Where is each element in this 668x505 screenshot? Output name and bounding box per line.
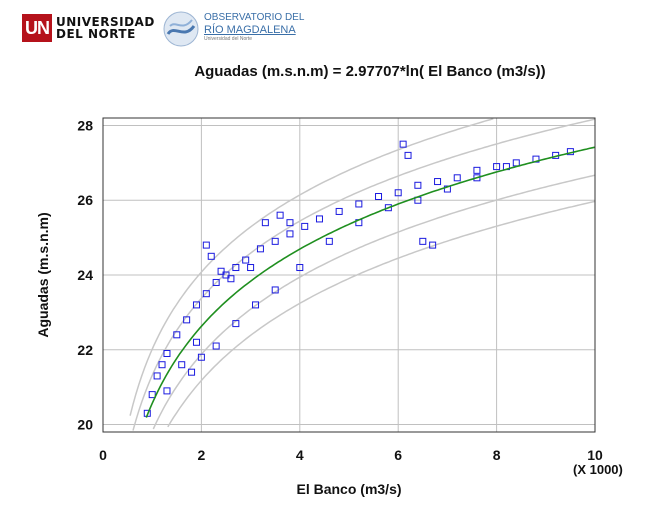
data-point	[148, 391, 156, 399]
data-point	[173, 331, 181, 339]
data-point	[192, 301, 200, 309]
plot-frame	[102, 117, 596, 433]
data-point	[232, 264, 240, 272]
header-logos: UN UNIVERSIDAD DEL NORTE OBSERVATORIO DE…	[22, 10, 342, 50]
data-point	[394, 189, 402, 197]
x-tick-label: 0	[99, 447, 107, 463]
x-multiplier-label: (X 1000)	[573, 462, 623, 477]
data-point	[493, 163, 501, 171]
y-tick-label: 20	[77, 417, 93, 433]
y-tick-label: 26	[77, 192, 93, 208]
university-name: UNIVERSIDAD DEL NORTE	[56, 16, 155, 40]
prediction-band	[152, 174, 596, 430]
observatory-line2: RÍO MAGDALENA	[204, 24, 296, 36]
data-point	[217, 267, 225, 275]
y-tick-label: 28	[77, 117, 93, 133]
data-point	[414, 181, 422, 189]
data-point	[276, 211, 284, 219]
data-point	[296, 264, 304, 272]
data-point	[325, 237, 333, 245]
data-point	[261, 219, 269, 227]
data-point	[256, 245, 264, 253]
y-tick-label: 22	[77, 342, 93, 358]
data-point	[232, 320, 240, 328]
prediction-band	[132, 118, 596, 431]
data-point	[473, 166, 481, 174]
data-point	[153, 372, 161, 380]
fit-curve	[145, 146, 596, 418]
data-point	[212, 278, 220, 286]
data-point	[202, 241, 210, 249]
data-point	[163, 387, 171, 395]
fit-line	[145, 146, 596, 418]
x-axis-label: El Banco (m3/s)	[296, 481, 401, 497]
data-point	[419, 237, 427, 245]
data-point	[375, 193, 383, 200]
data-point	[222, 271, 230, 279]
data-point	[247, 264, 255, 272]
data-point	[335, 207, 343, 215]
un-mark: UN	[25, 17, 50, 38]
university-line1: UNIVERSIDAD	[56, 15, 155, 29]
data-point	[434, 178, 442, 186]
data-point	[178, 361, 186, 369]
data-point	[429, 241, 437, 249]
x-tick-label: 2	[198, 447, 206, 463]
observatory-line1: OBSERVATORIO DEL	[204, 12, 305, 23]
data-point	[202, 290, 210, 298]
observatory-emblem-icon	[163, 11, 199, 47]
observatory-name: OBSERVATORIO DEL RÍO MAGDALENA Universid…	[204, 12, 304, 43]
data-points	[143, 140, 574, 417]
data-point	[286, 219, 294, 227]
data-point	[197, 353, 205, 361]
y-axis-label: Aguadas (m.s.n.m)	[35, 212, 51, 337]
data-point	[512, 159, 520, 167]
data-point	[227, 275, 235, 283]
x-tick-label: 8	[493, 447, 501, 463]
chart-title: Aguadas (m.s.n.m) = 2.97707*ln( El Banco…	[194, 63, 546, 80]
data-point	[158, 361, 166, 369]
data-point	[384, 204, 392, 212]
prediction-bands	[129, 117, 596, 431]
data-point	[443, 185, 451, 193]
prediction-band	[167, 200, 596, 428]
x-axis-ticks: 0 2 4 6 8 10	[99, 447, 603, 463]
data-point	[355, 200, 363, 208]
y-axis-ticks: 20 22 24 26 28	[77, 117, 93, 432]
x-tick-label: 6	[394, 447, 402, 463]
data-point	[242, 256, 250, 264]
data-point	[286, 230, 294, 238]
prediction-band	[129, 117, 494, 416]
university-line2: DEL NORTE	[56, 27, 136, 41]
data-point	[183, 316, 191, 324]
data-point	[404, 151, 412, 159]
x-tick-label: 10	[587, 447, 603, 463]
data-point	[188, 368, 196, 376]
observatory-line3: Universidad del Norte	[204, 36, 253, 42]
data-point	[453, 174, 461, 182]
data-point	[163, 350, 171, 357]
data-point	[399, 140, 407, 148]
data-point	[207, 252, 215, 260]
university-logo: UN	[22, 14, 52, 42]
data-point	[271, 286, 279, 294]
x-tick-label: 4	[296, 447, 304, 463]
data-point	[192, 338, 200, 346]
data-point	[252, 301, 260, 309]
data-point	[315, 215, 323, 223]
data-point	[271, 237, 279, 245]
data-point	[301, 222, 309, 230]
data-point	[212, 342, 220, 350]
y-tick-label: 24	[77, 267, 93, 283]
